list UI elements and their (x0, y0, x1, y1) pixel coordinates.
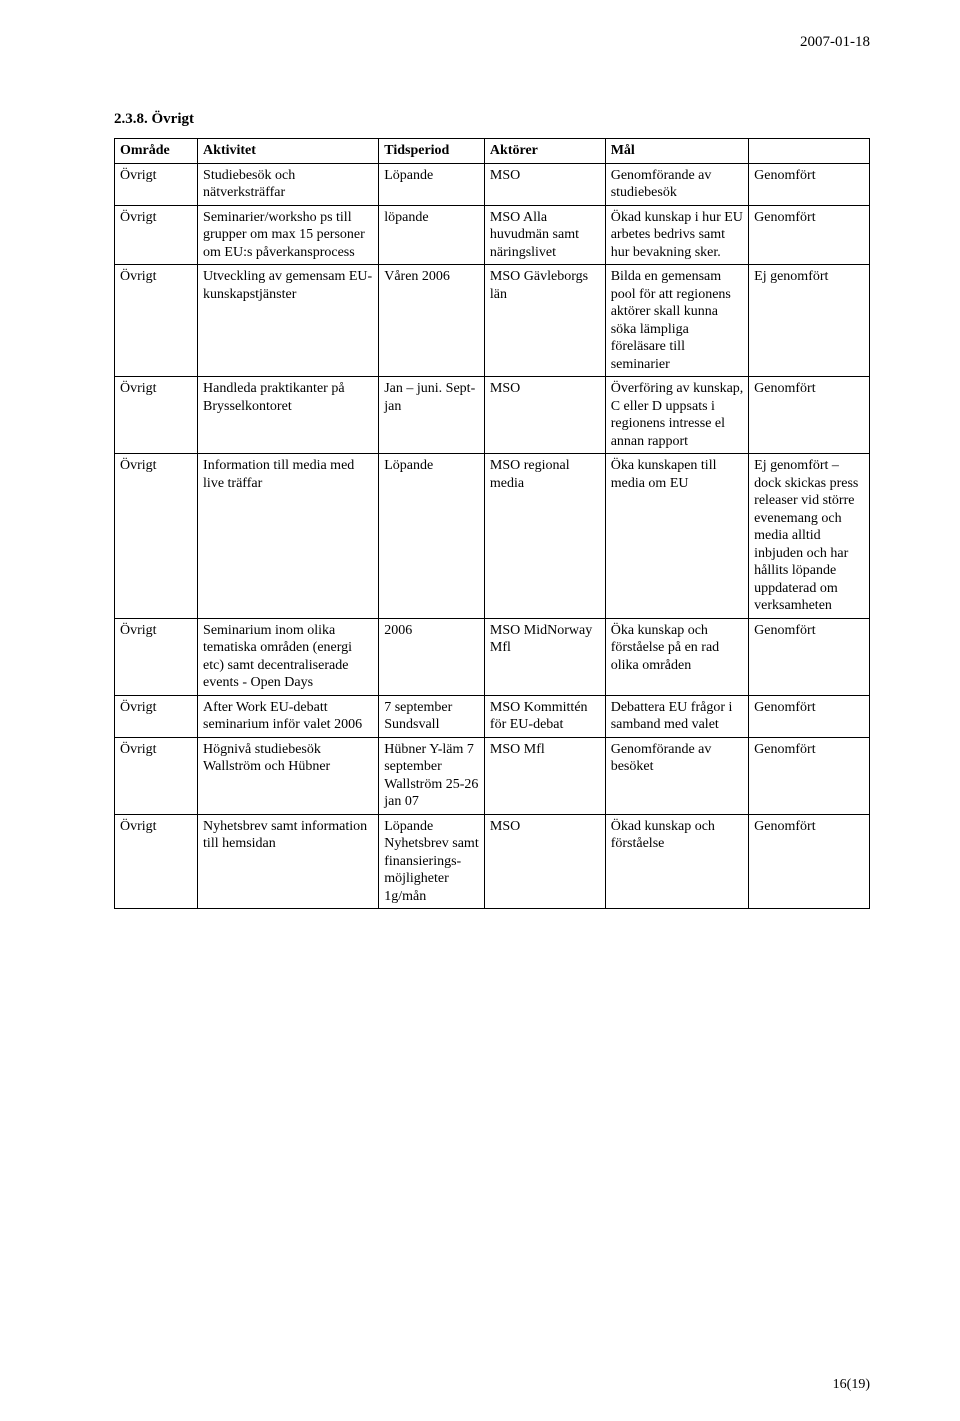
cell-aktorer: MSO (484, 814, 605, 909)
page-number: 16(19) (833, 1377, 870, 1393)
cell-tidsperiod: löpande (379, 205, 485, 265)
table-header-row: Område Aktivitet Tidsperiod Aktörer Mål (115, 139, 870, 164)
col-header-resultat (749, 139, 870, 164)
cell-resultat: Ej genomfört (749, 265, 870, 377)
table-row: Övrigt After Work EU-debatt seminarium i… (115, 695, 870, 737)
cell-mal: Genomförande av besöket (605, 737, 748, 814)
table-row: Övrigt Utveckling av gemensam EU-kunskap… (115, 265, 870, 377)
table-row: Övrigt Nyhetsbrev samt information till … (115, 814, 870, 909)
cell-mal: Öka kunskap och förståelse på en rad oli… (605, 618, 748, 695)
cell-omrade: Övrigt (115, 163, 198, 205)
cell-mal: Öka kunskapen till media om EU (605, 454, 748, 619)
table-row: Övrigt Seminarium inom olika tematiska o… (115, 618, 870, 695)
cell-omrade: Övrigt (115, 377, 198, 454)
cell-resultat: Genomfört (749, 205, 870, 265)
cell-aktorer: MSO MidNorway Mfl (484, 618, 605, 695)
table-row: Övrigt Högnivå studiebesök Wallström och… (115, 737, 870, 814)
cell-aktivitet: Nyhetsbrev samt information till hemsida… (198, 814, 379, 909)
cell-aktivitet: After Work EU-debatt seminarium inför va… (198, 695, 379, 737)
cell-aktivitet: Seminarier/worksho ps till grupper om ma… (198, 205, 379, 265)
cell-resultat: Ej genomfört – dock skickas press releas… (749, 454, 870, 619)
cell-tidsperiod: 2006 (379, 618, 485, 695)
cell-aktorer: MSO (484, 377, 605, 454)
cell-resultat: Genomfört (749, 618, 870, 695)
col-header-omrade: Område (115, 139, 198, 164)
cell-tidsperiod: 7 september Sundsvall (379, 695, 485, 737)
cell-tidsperiod: Löpande (379, 163, 485, 205)
cell-resultat: Genomfört (749, 377, 870, 454)
cell-aktorer: MSO (484, 163, 605, 205)
cell-aktorer: MSO Gävleborgs län (484, 265, 605, 377)
table-row: Övrigt Seminarier/worksho ps till gruppe… (115, 205, 870, 265)
cell-tidsperiod: Jan – juni. Sept-jan (379, 377, 485, 454)
cell-omrade: Övrigt (115, 205, 198, 265)
cell-omrade: Övrigt (115, 814, 198, 909)
cell-omrade: Övrigt (115, 618, 198, 695)
cell-aktivitet: Seminarium inom olika tematiska områden … (198, 618, 379, 695)
cell-aktivitet: Information till media med live träffar (198, 454, 379, 619)
table-row: Övrigt Information till media med live t… (115, 454, 870, 619)
cell-aktivitet: Högnivå studiebesök Wallström och Hübner (198, 737, 379, 814)
cell-aktorer: MSO Kommittén för EU-debat (484, 695, 605, 737)
cell-omrade: Övrigt (115, 454, 198, 619)
cell-omrade: Övrigt (115, 265, 198, 377)
cell-tidsperiod: Löpande (379, 454, 485, 619)
cell-resultat: Genomfört (749, 163, 870, 205)
cell-resultat: Genomfört (749, 737, 870, 814)
cell-aktivitet: Utveckling av gemensam EU-kunskapstjänst… (198, 265, 379, 377)
col-header-mal: Mål (605, 139, 748, 164)
cell-aktivitet: Studiebesök och nätverksträffar (198, 163, 379, 205)
table-row: Övrigt Handleda praktikanter på Brysselk… (115, 377, 870, 454)
cell-aktorer: MSO regional media (484, 454, 605, 619)
cell-tidsperiod: Våren 2006 (379, 265, 485, 377)
cell-resultat: Genomfört (749, 695, 870, 737)
cell-mal: Överföring av kunskap, C eller D uppsats… (605, 377, 748, 454)
cell-mal: Ökad kunskap och förståelse (605, 814, 748, 909)
col-header-aktorer: Aktörer (484, 139, 605, 164)
cell-aktorer: MSO Mfl (484, 737, 605, 814)
table-row: Övrigt Studiebesök och nätverksträffar L… (115, 163, 870, 205)
cell-mal: Genomförande av studiebesök (605, 163, 748, 205)
cell-mal: Debattera EU frågor i samband med valet (605, 695, 748, 737)
document-page: 2007-01-18 2.3.8. Övrigt Område Aktivite… (0, 0, 960, 1421)
col-header-aktivitet: Aktivitet (198, 139, 379, 164)
col-header-tidsperiod: Tidsperiod (379, 139, 485, 164)
cell-tidsperiod: Hübner Y-läm 7 september Wallström 25-26… (379, 737, 485, 814)
cell-mal: Bilda en gemensam pool för att regionens… (605, 265, 748, 377)
cell-resultat: Genomfört (749, 814, 870, 909)
section-heading: 2.3.8. Övrigt (114, 111, 870, 128)
data-table: Område Aktivitet Tidsperiod Aktörer Mål … (114, 138, 870, 909)
cell-tidsperiod: Löpande Nyhetsbrev samt finansierings-mö… (379, 814, 485, 909)
cell-omrade: Övrigt (115, 695, 198, 737)
cell-aktivitet: Handleda praktikanter på Brysselkontoret (198, 377, 379, 454)
cell-aktorer: MSO Alla huvudmän samt näringslivet (484, 205, 605, 265)
cell-omrade: Övrigt (115, 737, 198, 814)
cell-mal: Ökad kunskap i hur EU arbetes bedrivs sa… (605, 205, 748, 265)
date-header: 2007-01-18 (114, 34, 870, 51)
